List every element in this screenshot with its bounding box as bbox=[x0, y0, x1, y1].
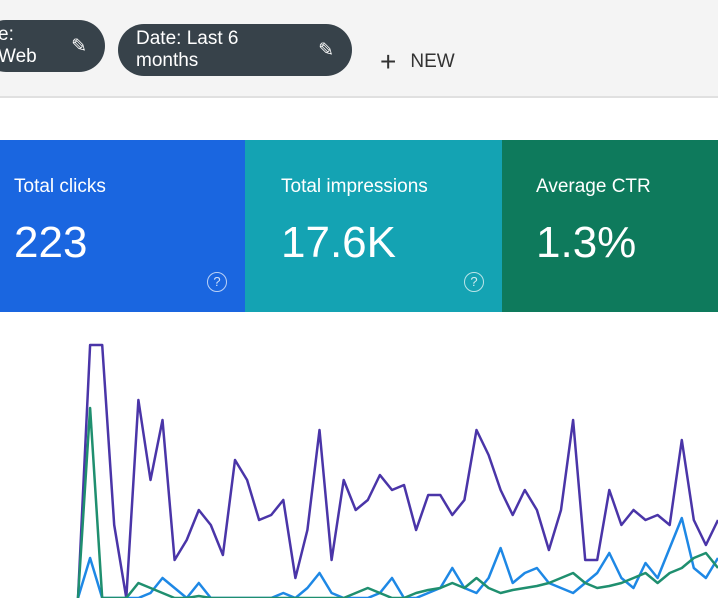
filter-chip[interactable]: e: Web ✎ bbox=[0, 20, 105, 72]
metric-label: Total impressions bbox=[281, 176, 428, 197]
new-label: NEW bbox=[410, 51, 455, 72]
metric-value: 1.3% bbox=[536, 218, 637, 267]
edit-icon: ✎ bbox=[318, 39, 334, 61]
metric-card[interactable]: Total clicks 223 ? bbox=[0, 140, 245, 312]
metric-value: 223 bbox=[14, 218, 88, 267]
chart bbox=[76, 343, 718, 598]
toolbar: e: Web ✎ Date: Last 6 months ✎ + NEW bbox=[0, 0, 718, 98]
help-icon[interactable]: ? bbox=[464, 272, 484, 292]
series-line bbox=[76, 516, 718, 598]
metric-label: Total clicks bbox=[14, 176, 106, 197]
metric-label: Average CTR bbox=[536, 176, 651, 197]
chip-label: Date: Last 6 months bbox=[136, 28, 239, 71]
plus-icon: + bbox=[380, 46, 397, 77]
metric-card[interactable]: Total impressions 17.6K ? bbox=[245, 140, 502, 312]
edit-icon: ✎ bbox=[71, 35, 87, 57]
metric-value: 17.6K bbox=[281, 218, 396, 267]
filter-chip[interactable]: Date: Last 6 months ✎ bbox=[118, 24, 352, 76]
help-icon[interactable]: ? bbox=[207, 272, 227, 292]
series-line bbox=[76, 406, 718, 598]
new-button[interactable]: + NEW bbox=[380, 46, 455, 78]
series-line bbox=[76, 343, 718, 598]
chip-label: e: Web bbox=[0, 24, 37, 67]
metric-card[interactable]: Average CTR 1.3% bbox=[502, 140, 718, 312]
